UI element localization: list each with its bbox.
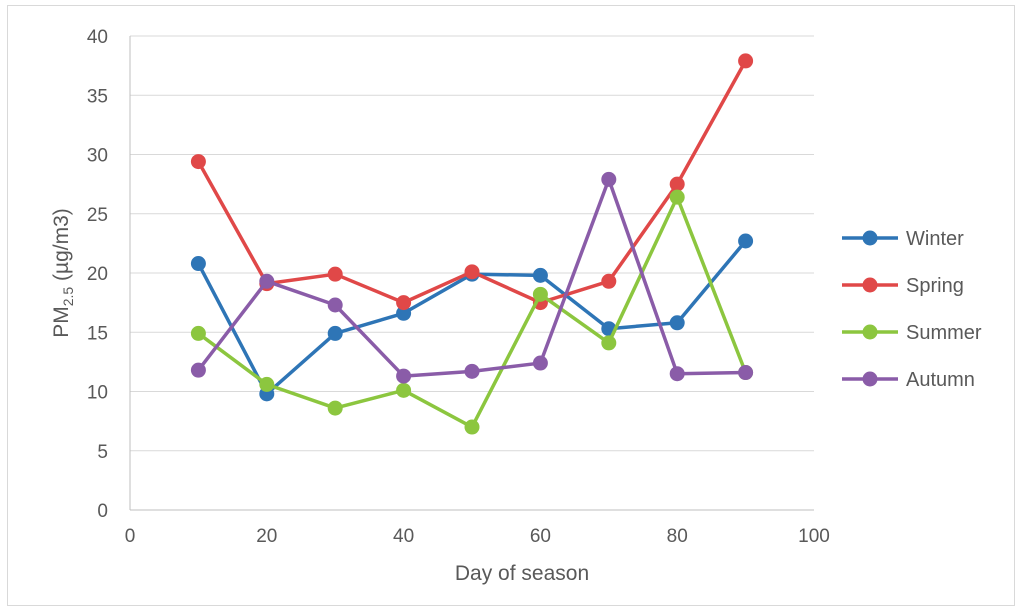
legend-label: Spring xyxy=(906,275,964,297)
legend-entry: Autumn xyxy=(842,369,975,391)
data-point xyxy=(396,368,412,384)
data-point xyxy=(190,325,206,341)
data-point xyxy=(532,286,548,302)
legend-entry: Spring xyxy=(842,275,964,297)
data-point xyxy=(464,363,480,379)
gridlines xyxy=(130,35,814,452)
legend-entry: Summer xyxy=(842,322,982,344)
legend-label: Autumn xyxy=(906,369,975,391)
series-spring xyxy=(190,53,754,311)
data-point xyxy=(464,419,480,435)
data-point xyxy=(738,53,754,69)
legend-marker xyxy=(862,324,878,340)
data-point xyxy=(190,154,206,170)
x-tick-label: 20 xyxy=(256,526,277,547)
axes xyxy=(129,36,814,511)
data-point xyxy=(396,305,412,321)
data-point xyxy=(669,189,685,205)
x-tick-label: 40 xyxy=(393,526,414,547)
y-axis-label: PM2.5 (µg/m3) xyxy=(50,208,76,338)
legend-label: Winter xyxy=(906,228,964,250)
x-axis-label: Day of season xyxy=(455,562,589,585)
series-group xyxy=(190,53,754,435)
data-point xyxy=(190,256,206,272)
y-tick-label: 10 xyxy=(87,383,108,404)
legend-marker xyxy=(862,277,878,293)
y-tick-label: 20 xyxy=(87,264,108,285)
tick-labels: 0 5 10 15 20 25 30 35 40 0 20 40 60 80 100 xyxy=(87,27,830,547)
data-point xyxy=(327,297,343,313)
data-point xyxy=(738,365,754,381)
data-point xyxy=(327,266,343,282)
x-tick-label: 60 xyxy=(530,526,551,547)
series-line xyxy=(197,195,748,429)
legend-entry: Winter xyxy=(842,228,964,250)
data-point xyxy=(532,267,548,283)
y-tick-label: 0 xyxy=(97,501,108,522)
chart-frame xyxy=(7,5,1015,606)
series-summer xyxy=(190,189,754,435)
y-tick-label: 25 xyxy=(87,205,108,226)
data-point xyxy=(259,376,275,392)
data-point xyxy=(738,233,754,249)
data-point xyxy=(532,355,548,371)
data-point xyxy=(327,325,343,341)
data-point xyxy=(669,366,685,382)
legend-label: Summer xyxy=(906,322,982,344)
data-point xyxy=(601,273,617,289)
data-point xyxy=(190,362,206,378)
data-point xyxy=(669,315,685,331)
y-tick-label: 30 xyxy=(87,146,108,167)
data-point xyxy=(327,400,343,416)
legend-marker xyxy=(862,371,878,387)
data-point xyxy=(396,295,412,311)
y-tick-label: 35 xyxy=(87,86,108,107)
y-tick-label: 5 xyxy=(97,442,108,463)
data-point xyxy=(464,264,480,280)
legend-marker xyxy=(862,230,878,246)
data-point xyxy=(601,335,617,351)
data-point xyxy=(601,171,617,187)
y-tick-label: 40 xyxy=(87,27,108,48)
data-point xyxy=(669,176,685,192)
data-point xyxy=(396,382,412,398)
series-autumn xyxy=(190,171,754,384)
y-tick-label: 15 xyxy=(87,323,108,344)
x-tick-label: 100 xyxy=(798,526,830,547)
legend: Winter Spring Summer Autumn xyxy=(842,228,982,391)
data-point xyxy=(259,273,275,289)
x-tick-label: 0 xyxy=(125,526,136,547)
x-tick-label: 80 xyxy=(667,526,688,547)
